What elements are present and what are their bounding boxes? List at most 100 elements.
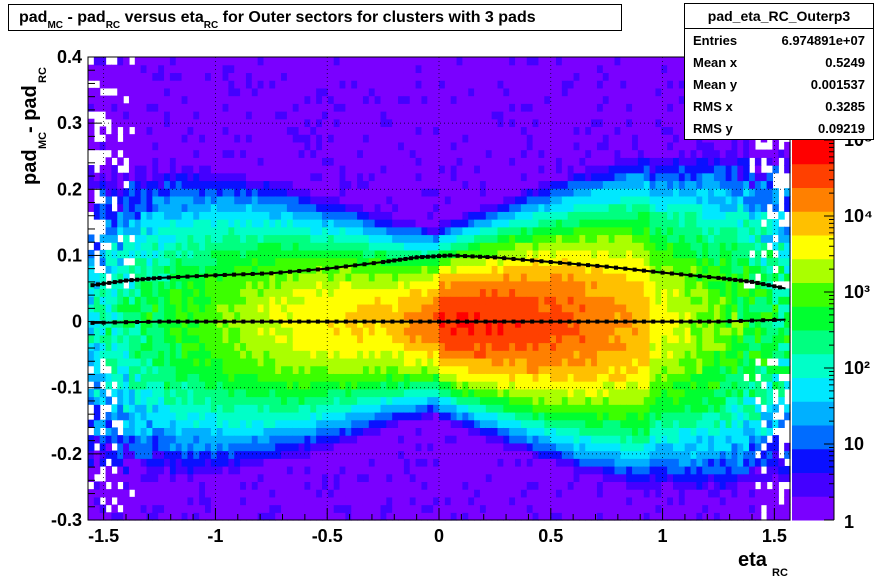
heatmap-cell [345,357,352,367]
heatmap-cell [573,103,580,112]
heatmap-cell [497,188,504,197]
heatmap-cell [479,442,487,452]
heatmap-cell [187,242,194,251]
heatmap-cell [380,80,387,89]
heatmap-cell [398,350,405,359]
heatmap-cell [579,357,586,367]
heatmap-cell [561,442,569,452]
heatmap-cell [205,211,212,220]
heatmap-cell [520,242,528,251]
heatmap-cell [556,442,563,452]
heatmap-cell [169,72,177,81]
heatmap-cell [245,465,253,475]
heatmap-cell [368,342,376,351]
heatmap-cell [134,211,142,220]
heatmap-cell [497,80,504,89]
heatmap-cell [169,373,177,382]
heatmap-cell [111,311,118,320]
heatmap-cell [351,64,358,74]
heatmap-cell [415,419,423,428]
heatmap-cell [398,219,405,228]
heatmap-cell [134,303,142,313]
heatmap-cell [251,103,259,112]
heatmap-cell [292,134,300,143]
heatmap-cell [503,134,510,143]
heatmap-cell [327,357,335,367]
heatmap-cell [199,172,206,182]
heatmap-cell [251,442,259,452]
heatmap-cell [228,80,235,89]
heatmap-cell [263,288,270,297]
heatmap-cell [292,103,300,112]
heatmap-cell [485,350,493,359]
heatmap-cell [526,342,534,351]
heatmap-cell [456,334,463,344]
heatmap-cell [421,87,428,97]
heatmap-cell [123,327,130,336]
heatmap-cell [292,512,300,521]
heatmap-cell [433,458,440,467]
heatmap-cell [468,303,475,313]
heatmap-cell [433,334,440,344]
heatmap-cell [509,442,516,452]
heatmap-cell [146,165,153,174]
heatmap-cell [468,450,475,459]
heatmap-cell [550,157,557,166]
heatmap-cell [228,319,235,328]
heatmap-cell [550,203,557,212]
heatmap-cell [93,203,101,212]
heatmap-cell [117,57,124,66]
heatmap-cell [427,350,434,359]
heatmap-cell [281,257,288,266]
heatmap-cell [269,442,276,452]
heatmap-cell [304,80,311,89]
heatmap-cell [444,219,452,228]
heatmap-cell [544,496,551,506]
heatmap-cell [362,265,370,274]
heatmap-cell [251,257,259,266]
heatmap-cell [450,134,458,143]
heatmap-cell [491,442,499,452]
heatmap-cell [269,311,276,320]
heatmap-cell [509,427,516,436]
heatmap-cell [310,273,317,282]
heatmap-cell [205,473,212,483]
heatmap-cell [245,435,253,444]
heatmap-cell [474,481,481,490]
heatmap-cell [509,265,516,274]
heatmap-cell [210,365,218,374]
heatmap-cell [497,172,504,182]
heatmap-cell [111,126,118,135]
heatmap-cell [550,373,557,382]
heatmap-cell [105,103,112,112]
heatmap-cell [257,180,265,189]
heatmap-cell [409,64,417,74]
heatmap-cell [298,303,306,313]
heatmap-cell [93,357,101,367]
heatmap-cell [532,411,540,421]
heatmap-cell [327,87,335,97]
heatmap-cell [403,157,411,166]
heatmap-cell [345,458,352,467]
heatmap-cell [158,396,165,405]
heatmap-cell [169,134,177,143]
heatmap-cell [368,311,376,320]
heatmap-cell [286,280,294,290]
heatmap-cell [550,249,557,259]
heatmap-cell [245,342,253,351]
heatmap-cell [351,172,358,182]
heatmap-cell [456,342,463,351]
heatmap-cell [392,188,399,197]
heatmap-cell [485,381,493,390]
heatmap-cell [316,64,323,74]
heatmap-cell [427,396,434,405]
heatmap-cell [351,118,358,128]
heatmap-cell [392,273,399,282]
heatmap-cell [427,226,434,236]
heatmap-cell [339,388,346,398]
heatmap-cell [561,496,569,506]
heatmap-cell [193,126,200,135]
heatmap-cell [93,496,101,506]
heatmap-cell [146,489,153,498]
heatmap-cell [105,296,112,305]
